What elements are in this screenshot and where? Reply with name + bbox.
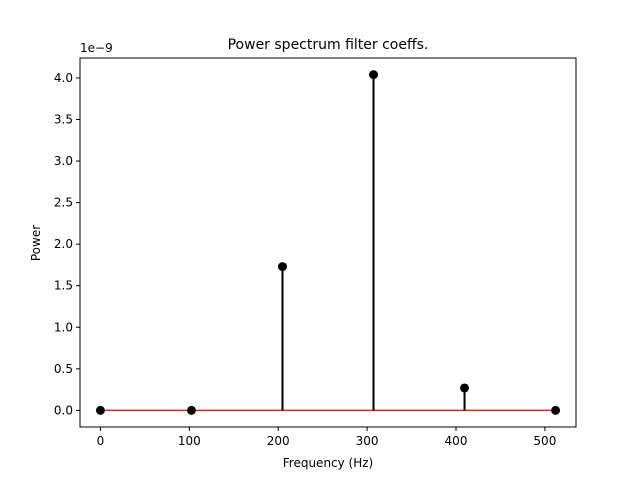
x-tick-label: 300 bbox=[356, 434, 379, 448]
stem-marker bbox=[186, 405, 196, 415]
stem-marker bbox=[277, 262, 287, 272]
y-tick-label: 1.5 bbox=[54, 279, 73, 293]
stem-markers bbox=[95, 70, 561, 415]
x-tick-label: 200 bbox=[267, 434, 290, 448]
y-tick-label: 4.0 bbox=[54, 71, 73, 85]
x-axis-ticks: 0 100 200 300 400 500 bbox=[97, 427, 556, 448]
y-tick-label: 3.5 bbox=[54, 113, 73, 127]
y-tick-label: 0.0 bbox=[54, 403, 73, 417]
y-axis-label: Power bbox=[29, 225, 43, 261]
y-tick-label: 2.5 bbox=[54, 196, 73, 210]
stem-marker bbox=[551, 405, 561, 415]
x-tick-label: 400 bbox=[445, 434, 468, 448]
y-tick-label: 3.0 bbox=[54, 154, 73, 168]
x-axis-label: Frequency (Hz) bbox=[283, 456, 374, 470]
y-tick-label: 1.0 bbox=[54, 320, 73, 334]
chart-title: Power spectrum filter coeffs. bbox=[228, 37, 429, 53]
plot-frame bbox=[79, 57, 577, 428]
y-tick-label: 0.5 bbox=[54, 362, 73, 376]
stem-marker bbox=[95, 405, 105, 415]
x-tick-label: 500 bbox=[533, 434, 556, 448]
stem-marker bbox=[369, 70, 379, 80]
y-scale-label: 1e−9 bbox=[80, 41, 113, 55]
x-tick-label: 0 bbox=[97, 434, 105, 448]
x-tick-label: 100 bbox=[178, 434, 201, 448]
stem-marker bbox=[460, 383, 470, 393]
y-tick-label: 2.0 bbox=[54, 237, 73, 251]
y-axis-ticks: 0.0 0.5 1.0 1.5 2.0 2.5 3.0 3.5 4.0 bbox=[54, 71, 80, 417]
